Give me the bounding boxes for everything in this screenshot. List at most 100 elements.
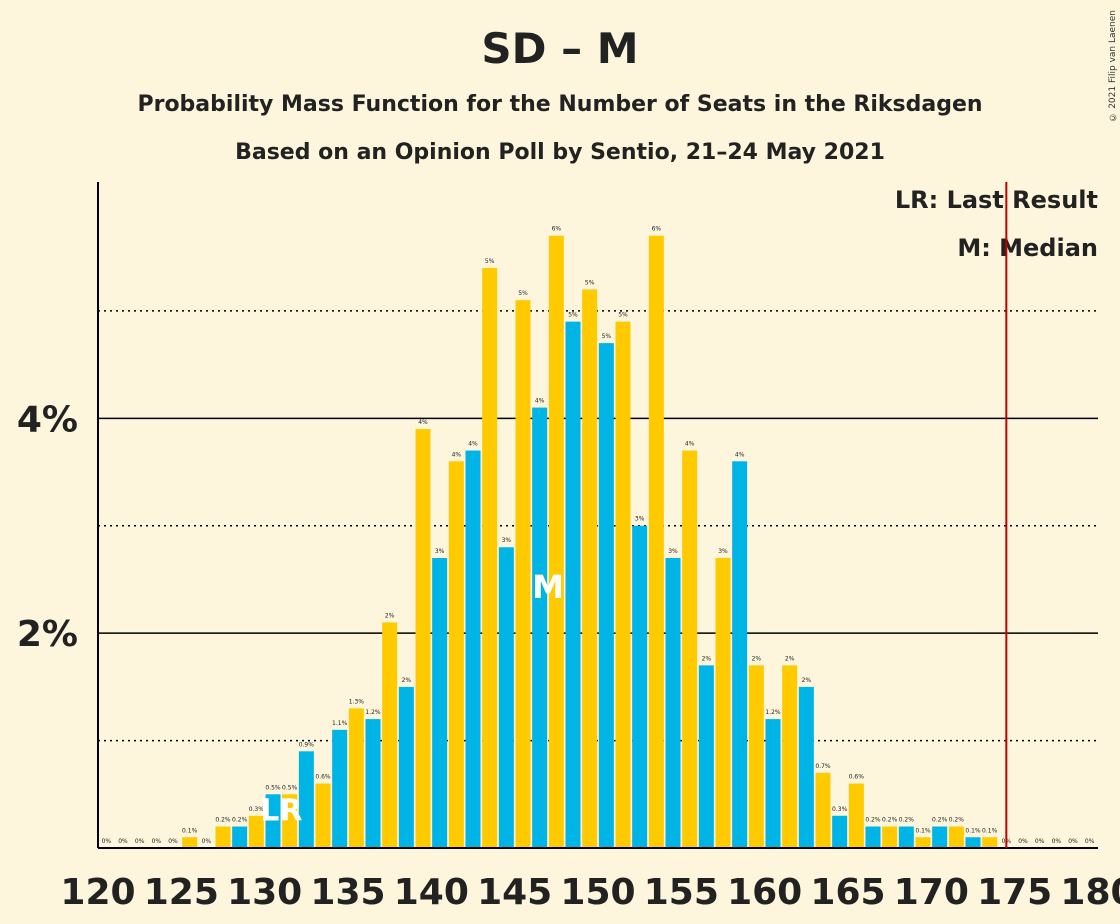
bar [298,751,314,848]
bar-data-label: 0.1% [915,827,931,834]
bar-data-label: 0% [118,838,128,845]
bar [682,450,698,848]
bar-data-label: 3% [502,537,512,544]
bar-data-label: 0.2% [215,817,231,824]
bar-data-label: 0.2% [899,817,915,824]
bar [765,719,781,848]
bar [448,461,464,848]
chart-subtitle: Probability Mass Function for the Number… [137,92,983,117]
bar-data-label: 2% [402,677,412,684]
bar-data-label: 1.1% [332,720,348,727]
bar [248,815,264,848]
bar-data-label: 5% [485,258,495,265]
bar-data-label: 0.5% [265,784,281,791]
bar [398,686,414,848]
bar-data-label: 0.5% [282,784,298,791]
bar [482,267,498,848]
bar [615,321,631,849]
bar [582,289,598,849]
bar-data-label: 0.3% [249,806,265,813]
bar-data-label: 0% [1052,838,1062,845]
bar-data-label: 4% [468,441,478,448]
bar-data-label: 0.7% [815,763,831,770]
bar-data-label: 0.2% [949,817,965,824]
bar-data-label: 5% [568,312,578,319]
bar-data-label: 2% [752,655,762,662]
bar [982,837,998,848]
median-marker: M [532,568,564,606]
legend-last-result: LR: Last Result [894,186,1098,214]
bar-data-label: 0.1% [965,827,981,834]
chart-subtitle-2: Based on an Opinion Poll by Sentio, 21–2… [235,140,885,165]
bar [865,826,881,848]
x-tick-label: 180 [1060,872,1120,913]
bar-data-label: 0.6% [849,774,865,781]
bar [365,719,381,848]
bar-data-label: 0% [1085,838,1095,845]
bar [382,622,398,848]
bar-data-label: 0% [1068,838,1078,845]
bar-data-label: 4% [685,441,695,448]
bar-data-label: 0% [152,838,162,845]
bar [632,525,648,848]
x-tick-label: 130 [227,872,302,913]
bar [748,665,764,848]
bar-data-label: 5% [585,279,595,286]
bar-data-label: 5% [602,333,612,340]
bar [882,826,898,848]
bar [648,235,664,849]
bar-data-label: 0.6% [315,774,331,781]
bar [732,461,748,848]
bar-data-label: 1.3% [349,698,365,705]
bar-data-label: 0% [135,838,145,845]
x-tick-label: 170 [894,872,969,913]
bar [815,772,831,848]
bar-data-label: 2% [802,677,812,684]
x-tick-label: 145 [477,872,552,913]
bar [565,321,581,849]
bar [182,837,198,848]
bar-data-label: 0.1% [982,827,998,834]
bar-data-label: 1.2% [765,709,781,716]
bar [465,450,481,848]
x-tick-label: 155 [644,872,719,913]
bar-data-label: 5% [618,312,628,319]
bar [348,708,364,848]
x-tick-label: 140 [394,872,469,913]
bar [932,826,948,848]
bar [698,665,714,848]
bar [265,794,281,848]
x-tick-label: 150 [560,872,635,913]
bar-data-label: 4% [418,419,428,426]
bar-data-label: 6% [552,226,562,233]
bar-data-label: 3% [435,548,445,555]
bar [715,557,731,848]
bar [432,557,448,848]
bar [548,235,564,849]
bar-data-label: 0.2% [865,817,881,824]
x-tick-label: 135 [310,872,385,913]
bar [832,815,848,848]
bar-data-label: 1.2% [365,709,381,716]
bar [282,794,298,848]
x-tick-label: 120 [60,872,135,913]
bar-data-label: 0% [1018,838,1028,845]
bar-data-label: 0.1% [182,827,198,834]
bar-data-label: 0% [168,838,178,845]
bar [215,826,231,848]
bar [498,547,514,848]
bar-data-label: 2% [785,655,795,662]
bar [965,837,981,848]
bar-data-label: 0% [102,838,112,845]
bar [332,729,348,848]
bar-data-label: 4% [535,398,545,405]
bar-data-label: 2% [385,612,395,619]
x-tick-label: 165 [810,872,885,913]
x-tick-label: 160 [727,872,802,913]
bar-data-label: 0.9% [299,741,315,748]
bar-data-label: 2% [702,655,712,662]
bar-data-label: 0.2% [932,817,948,824]
y-tick-label: 4% [17,399,78,440]
bar-data-label: 3% [635,516,645,523]
bar [665,557,681,848]
